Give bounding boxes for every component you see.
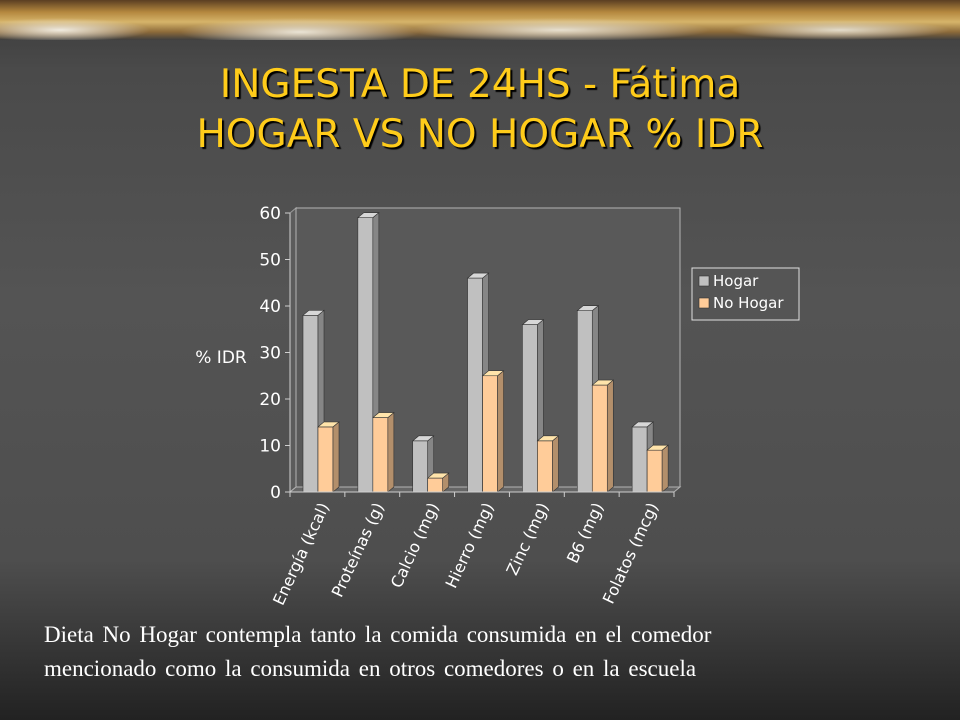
x-tick-label: Folatos (mcg) (599, 500, 662, 607)
y-tick-label: 10 (259, 437, 281, 457)
legend-box (691, 267, 800, 321)
footnote-line-2: mencionado como la consumida en otros co… (44, 656, 697, 681)
legend-label: No Hogar (713, 294, 784, 312)
x-tick-label: Hierro (mg) (442, 500, 498, 591)
bar-no-hogar (426, 472, 450, 493)
decorative-banner (0, 0, 960, 40)
title-line-2: HOGAR VS NO HOGAR % IDR (196, 112, 764, 157)
legend-swatch (698, 297, 710, 309)
bar-no-hogar (536, 435, 560, 493)
x-tick-label: Energía (kcal) (269, 500, 333, 608)
y-tick-label: 30 (259, 344, 281, 364)
bar-no-hogar (372, 411, 395, 493)
y-tick-label: 50 (259, 251, 281, 271)
bar-no-hogar (317, 421, 340, 493)
title-line-1: INGESTA DE 24HS - Fátima (219, 62, 741, 107)
footnote: Dieta No Hogar contempla tanto la comida… (44, 618, 944, 686)
y-tick-label: 20 (259, 390, 281, 410)
x-tick-label: Zinc (mg) (502, 500, 552, 578)
x-tick-label: Calcio (mg) (387, 500, 443, 591)
y-tick-label: 0 (270, 483, 281, 503)
legend-label: Hogar (713, 272, 759, 290)
chart-bars (302, 212, 669, 493)
x-tick-label: Proteínas (g) (328, 500, 388, 600)
legend: Hogar No Hogar (691, 267, 800, 321)
legend-swatch (698, 275, 710, 287)
footnote-line-1: Dieta No Hogar contempla tanto la comida… (44, 622, 712, 647)
y-axis: 0 10 20 30 40 50 60 (259, 204, 291, 503)
x-axis: Energía (kcal)Proteínas (g)Calcio (mg)Hi… (269, 491, 675, 608)
slide-title: INGESTA DE 24HS - Fátima HOGAR VS NO HOG… (0, 60, 960, 160)
side-wall (289, 206, 297, 494)
x-tick-label: B6 (mg) (563, 500, 607, 566)
bar-no-hogar (646, 444, 669, 493)
bar-no-hogar (591, 379, 615, 493)
y-tick-label: 60 (259, 204, 281, 224)
y-tick-label: 40 (259, 297, 281, 317)
bar-no-hogar (481, 370, 505, 493)
y-axis-label: % IDR (195, 348, 247, 368)
